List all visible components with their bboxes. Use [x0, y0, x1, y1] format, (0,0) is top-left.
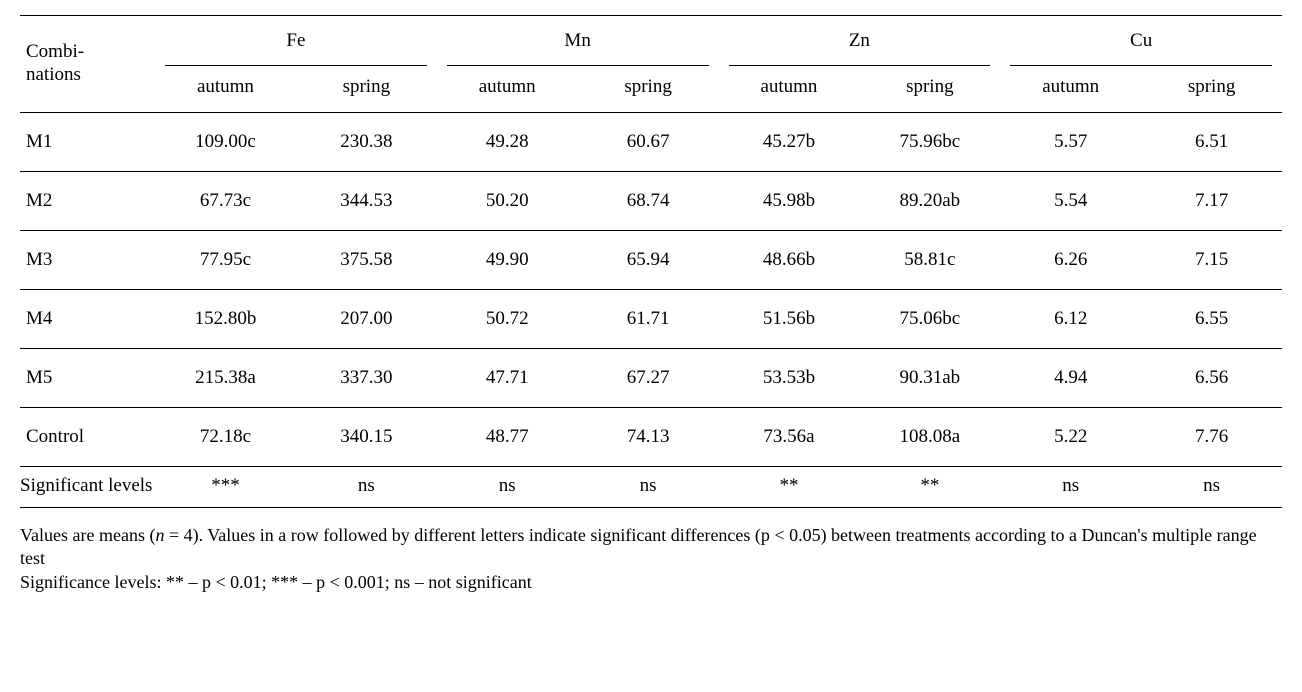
cell: 75.06bc — [859, 290, 1000, 349]
sig-cell: ns — [1000, 467, 1141, 508]
header-combinations-line1: Combi-nations — [26, 41, 84, 85]
cell: 5.22 — [1000, 408, 1141, 467]
cell: 72.18c — [155, 408, 296, 467]
cell: 67.27 — [578, 349, 719, 408]
cell: 152.80b — [155, 290, 296, 349]
cell: 73.56a — [719, 408, 860, 467]
cell: 48.77 — [437, 408, 578, 467]
sig-cell: ** — [719, 467, 860, 508]
header-group-cu: Cu — [1000, 16, 1282, 67]
cell: 6.12 — [1000, 290, 1141, 349]
footnote-line-2: Significance levels: ** – p < 0.01; *** … — [20, 571, 1282, 594]
significance-row: Significant levels *** ns ns ns ** ** ns… — [20, 467, 1282, 508]
cell: 45.27b — [719, 113, 860, 172]
cell: 60.67 — [578, 113, 719, 172]
cell: 5.57 — [1000, 113, 1141, 172]
table-row: Control 72.18c 340.15 48.77 74.13 73.56a… — [20, 408, 1282, 467]
header-cu-autumn: autumn — [1000, 66, 1141, 113]
cell: 337.30 — [296, 349, 437, 408]
sig-cell: *** — [155, 467, 296, 508]
cell: 49.28 — [437, 113, 578, 172]
sig-cell: ** — [859, 467, 1000, 508]
cell: 61.71 — [578, 290, 719, 349]
table-row: M1 109.00c 230.38 49.28 60.67 45.27b 75.… — [20, 113, 1282, 172]
cell: 108.08a — [859, 408, 1000, 467]
sig-cell: ns — [296, 467, 437, 508]
cell: 68.74 — [578, 172, 719, 231]
row-label: M4 — [20, 290, 155, 349]
cell: 6.26 — [1000, 231, 1141, 290]
header-zn-spring: spring — [859, 66, 1000, 113]
cell: 58.81c — [859, 231, 1000, 290]
footnote-block: Values are means (n = 4). Values in a ro… — [20, 524, 1282, 594]
cell: 45.98b — [719, 172, 860, 231]
cell: 5.54 — [1000, 172, 1141, 231]
cell: 215.38a — [155, 349, 296, 408]
cell: 47.71 — [437, 349, 578, 408]
header-combinations: Combi-nations — [20, 16, 155, 113]
header-cu-spring: spring — [1141, 66, 1282, 113]
cell: 51.56b — [719, 290, 860, 349]
header-zn-autumn: autumn — [719, 66, 860, 113]
header-mn-spring: spring — [578, 66, 719, 113]
cell: 109.00c — [155, 113, 296, 172]
cell: 49.90 — [437, 231, 578, 290]
cell: 75.96bc — [859, 113, 1000, 172]
cell: 67.73c — [155, 172, 296, 231]
header-mn-autumn: autumn — [437, 66, 578, 113]
cell: 50.20 — [437, 172, 578, 231]
data-table: Combi-nations Fe Mn Zn Cu autumn spring … — [20, 15, 1282, 508]
cell: 344.53 — [296, 172, 437, 231]
table-header: Combi-nations Fe Mn Zn Cu autumn spring … — [20, 16, 1282, 113]
cell: 7.15 — [1141, 231, 1282, 290]
header-fe-autumn: autumn — [155, 66, 296, 113]
row-label: Control — [20, 408, 155, 467]
header-group-zn: Zn — [719, 16, 1001, 67]
cell: 90.31ab — [859, 349, 1000, 408]
cell: 207.00 — [296, 290, 437, 349]
footnote-line-1: Values are means (n = 4). Values in a ro… — [20, 524, 1282, 571]
cell: 340.15 — [296, 408, 437, 467]
cell: 77.95c — [155, 231, 296, 290]
cell: 89.20ab — [859, 172, 1000, 231]
header-group-fe: Fe — [155, 16, 437, 67]
cell: 6.55 — [1141, 290, 1282, 349]
sig-cell: ns — [578, 467, 719, 508]
sig-label: Significant levels — [20, 467, 155, 508]
row-label: M2 — [20, 172, 155, 231]
table-row: M3 77.95c 375.58 49.90 65.94 48.66b 58.8… — [20, 231, 1282, 290]
header-fe-spring: spring — [296, 66, 437, 113]
cell: 7.17 — [1141, 172, 1282, 231]
cell: 6.56 — [1141, 349, 1282, 408]
cell: 50.72 — [437, 290, 578, 349]
cell: 6.51 — [1141, 113, 1282, 172]
cell: 48.66b — [719, 231, 860, 290]
row-label: M5 — [20, 349, 155, 408]
cell: 375.58 — [296, 231, 437, 290]
table-row: M5 215.38a 337.30 47.71 67.27 53.53b 90.… — [20, 349, 1282, 408]
header-group-mn: Mn — [437, 16, 719, 67]
table-row: M4 152.80b 207.00 50.72 61.71 51.56b 75.… — [20, 290, 1282, 349]
table-row: M2 67.73c 344.53 50.20 68.74 45.98b 89.2… — [20, 172, 1282, 231]
cell: 74.13 — [578, 408, 719, 467]
row-label: M3 — [20, 231, 155, 290]
sig-cell: ns — [437, 467, 578, 508]
cell: 230.38 — [296, 113, 437, 172]
row-label: M1 — [20, 113, 155, 172]
cell: 65.94 — [578, 231, 719, 290]
table-body: M1 109.00c 230.38 49.28 60.67 45.27b 75.… — [20, 113, 1282, 508]
cell: 7.76 — [1141, 408, 1282, 467]
cell: 4.94 — [1000, 349, 1141, 408]
sig-cell: ns — [1141, 467, 1282, 508]
cell: 53.53b — [719, 349, 860, 408]
